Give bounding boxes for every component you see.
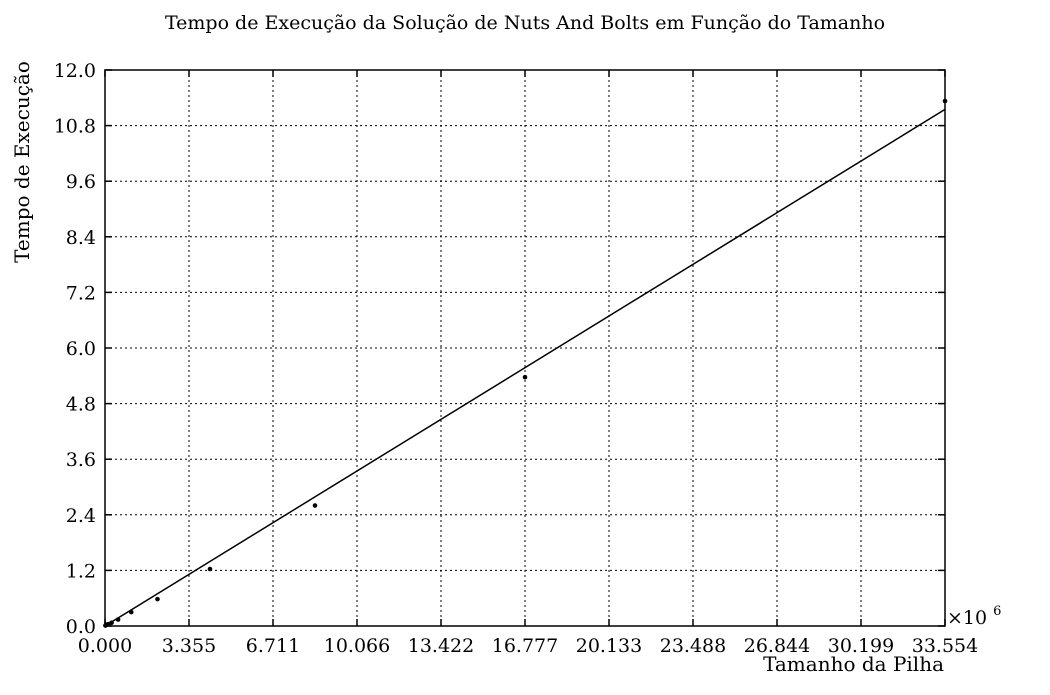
x-tick-label: 3.355 [162, 635, 216, 657]
y-tick-label: 3.6 [66, 449, 96, 471]
y-tick-label: 10.8 [54, 116, 96, 138]
grid [105, 70, 945, 626]
x-tick-label: 20.133 [576, 635, 642, 657]
data-series [103, 98, 948, 628]
y-tick-label: 1.2 [66, 560, 96, 582]
x-tick-label: 13.422 [408, 635, 474, 657]
y-tick-label: 6.0 [66, 338, 96, 360]
x-tick-label: 26.844 [744, 635, 810, 657]
y-tick-label: 2.4 [66, 505, 96, 527]
data-point [207, 566, 213, 572]
y-tick-label: 7.2 [66, 282, 96, 304]
data-point [312, 503, 318, 508]
y-tick-label: 0.0 [66, 616, 96, 638]
y-tick-label: 4.8 [66, 394, 96, 416]
axis-ticks: 0.000 3.355 6.711 10.066 13.422 16.777 20.133 2… [54, 60, 979, 657]
x-tick-label: 6.711 [246, 635, 300, 657]
data-point [522, 374, 528, 380]
x-tick-label: 0.000 [78, 635, 132, 657]
fit-line [104, 108, 946, 627]
y-tick-label: 8.4 [66, 227, 96, 249]
y-axis-label: Tempo de Execução [10, 61, 34, 263]
x-multiplier: ×10 6 [947, 604, 1001, 629]
x-multiplier-base: ×10 [947, 607, 987, 629]
data-point [155, 596, 160, 602]
data-point [942, 98, 948, 104]
x-tick-label: 30.199 [828, 635, 894, 657]
x-tick-label: 16.777 [492, 635, 558, 657]
chart-title: Tempo de Execução da Solução de Nuts And… [165, 12, 885, 34]
x-tick-label: 10.066 [324, 635, 390, 657]
y-tick-label: 12.0 [54, 60, 96, 82]
y-tick-label: 9.6 [66, 171, 96, 193]
x-tick-label: 23.488 [660, 635, 726, 657]
x-axis-label: Tamanho da Pilha [763, 652, 944, 676]
x-multiplier-exponent: 6 [993, 604, 1001, 619]
x-tick-label: 33.554 [912, 635, 978, 657]
